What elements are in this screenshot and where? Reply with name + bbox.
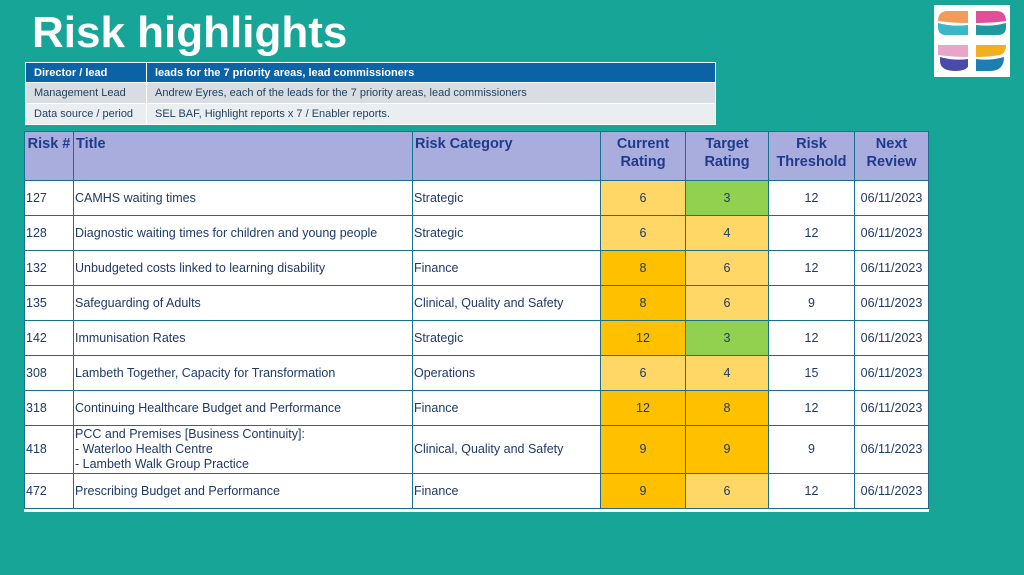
header-next-review: Next Review — [854, 131, 929, 181]
risk-threshold: 9 — [768, 285, 855, 321]
current-rating: 9 — [600, 473, 686, 509]
risk-threshold: 12 — [768, 215, 855, 251]
risk-number: 308 — [24, 355, 74, 391]
risk-table-header: Risk # Title Risk Category Current Ratin… — [24, 131, 929, 181]
summary-value: leads for the 7 priority areas, lead com… — [146, 62, 716, 83]
current-rating: 6 — [600, 215, 686, 251]
target-rating: 4 — [685, 355, 769, 391]
risk-category: Strategic — [412, 320, 601, 356]
current-rating: 8 — [600, 250, 686, 286]
current-rating: 9 — [600, 425, 686, 474]
table-row: 135 Safeguarding of Adults Clinical, Qua… — [24, 285, 929, 321]
summary-value: Andrew Eyres, each of the leads for the … — [146, 82, 716, 104]
next-review: 06/11/2023 — [854, 320, 929, 356]
header-risk-category: Risk Category — [412, 131, 601, 181]
summary-value: SEL BAF, Highlight reports x 7 / Enabler… — [146, 103, 716, 125]
risk-number: 128 — [24, 215, 74, 251]
risk-category: Finance — [412, 250, 601, 286]
risk-title: PCC and Premises [Business Continuity]: … — [73, 425, 413, 474]
cross-logo-icon — [938, 11, 1006, 71]
table-row: 132 Unbudgeted costs linked to learning … — [24, 250, 929, 286]
risk-number: 135 — [24, 285, 74, 321]
current-rating: 12 — [600, 390, 686, 426]
target-rating: 3 — [685, 320, 769, 356]
page-title: Risk highlights — [32, 8, 348, 57]
risk-table-container: Risk # Title Risk Category Current Ratin… — [24, 131, 929, 512]
risk-threshold: 12 — [768, 180, 855, 216]
risk-category: Finance — [412, 390, 601, 426]
risk-title: Continuing Healthcare Budget and Perform… — [73, 390, 413, 426]
risk-title-line: - Waterloo Health Centre — [75, 442, 213, 456]
risk-number: 132 — [24, 250, 74, 286]
table-row: 142 Immunisation Rates Strategic 12 3 12… — [24, 320, 929, 356]
risk-title: Unbudgeted costs linked to learning disa… — [73, 250, 413, 286]
summary-table: Director / lead leads for the 7 priority… — [25, 62, 716, 125]
risk-threshold: 15 — [768, 355, 855, 391]
risk-title: Immunisation Rates — [73, 320, 413, 356]
risk-category: Operations — [412, 355, 601, 391]
header-current-rating: Current Rating — [600, 131, 686, 181]
risk-title: CAMHS waiting times — [73, 180, 413, 216]
risk-title: Lambeth Together, Capacity for Transform… — [73, 355, 413, 391]
target-rating: 6 — [685, 473, 769, 509]
next-review: 06/11/2023 — [854, 250, 929, 286]
header-target-rating: Target Rating — [685, 131, 769, 181]
risk-threshold: 12 — [768, 390, 855, 426]
risk-number: 418 — [24, 425, 74, 474]
risk-threshold: 12 — [768, 250, 855, 286]
current-rating: 12 — [600, 320, 686, 356]
header-risk-threshold: Risk Threshold — [768, 131, 855, 181]
current-rating: 6 — [600, 355, 686, 391]
next-review: 06/11/2023 — [854, 473, 929, 509]
risk-number: 318 — [24, 390, 74, 426]
summary-row-management-lead: Management Lead Andrew Eyres, each of th… — [25, 82, 716, 104]
next-review: 06/11/2023 — [854, 390, 929, 426]
risk-category: Clinical, Quality and Safety — [412, 425, 601, 474]
risk-threshold: 12 — [768, 320, 855, 356]
table-row: 318 Continuing Healthcare Budget and Per… — [24, 390, 929, 426]
next-review: 06/11/2023 — [854, 285, 929, 321]
target-rating: 3 — [685, 180, 769, 216]
risk-threshold: 9 — [768, 425, 855, 474]
target-rating: 6 — [685, 285, 769, 321]
risk-title-line: - Lambeth Walk Group Practice — [75, 457, 249, 471]
summary-label: Data source / period — [25, 103, 147, 125]
risk-category: Strategic — [412, 180, 601, 216]
risk-title-line: PCC and Premises [Business Continuity]: — [75, 427, 305, 441]
organisation-logo — [934, 5, 1010, 77]
risk-threshold: 12 — [768, 473, 855, 509]
target-rating: 6 — [685, 250, 769, 286]
target-rating: 4 — [685, 215, 769, 251]
next-review: 06/11/2023 — [854, 425, 929, 474]
next-review: 06/11/2023 — [854, 215, 929, 251]
table-row: 418 PCC and Premises [Business Continuit… — [24, 425, 929, 474]
header-risk-number: Risk # — [24, 131, 74, 181]
header-title: Title — [73, 131, 413, 181]
risk-table: Risk # Title Risk Category Current Ratin… — [24, 131, 929, 509]
table-row: 127 CAMHS waiting times Strategic 6 3 12… — [24, 180, 929, 216]
table-row: 128 Diagnostic waiting times for childre… — [24, 215, 929, 251]
next-review: 06/11/2023 — [854, 355, 929, 391]
risk-title: Prescribing Budget and Performance — [73, 473, 413, 509]
table-row: 308 Lambeth Together, Capacity for Trans… — [24, 355, 929, 391]
target-rating: 9 — [685, 425, 769, 474]
risk-number: 472 — [24, 473, 74, 509]
risk-title: Diagnostic waiting times for children an… — [73, 215, 413, 251]
summary-label: Director / lead — [25, 62, 147, 83]
risk-category: Strategic — [412, 215, 601, 251]
risk-category: Clinical, Quality and Safety — [412, 285, 601, 321]
current-rating: 8 — [600, 285, 686, 321]
summary-row-data-source: Data source / period SEL BAF, Highlight … — [25, 103, 716, 125]
table-row: 472 Prescribing Budget and Performance F… — [24, 473, 929, 509]
target-rating: 8 — [685, 390, 769, 426]
summary-label: Management Lead — [25, 82, 147, 104]
risk-title: Safeguarding of Adults — [73, 285, 413, 321]
risk-category: Finance — [412, 473, 601, 509]
risk-number: 142 — [24, 320, 74, 356]
summary-row-director: Director / lead leads for the 7 priority… — [25, 62, 716, 83]
next-review: 06/11/2023 — [854, 180, 929, 216]
current-rating: 6 — [600, 180, 686, 216]
risk-number: 127 — [24, 180, 74, 216]
